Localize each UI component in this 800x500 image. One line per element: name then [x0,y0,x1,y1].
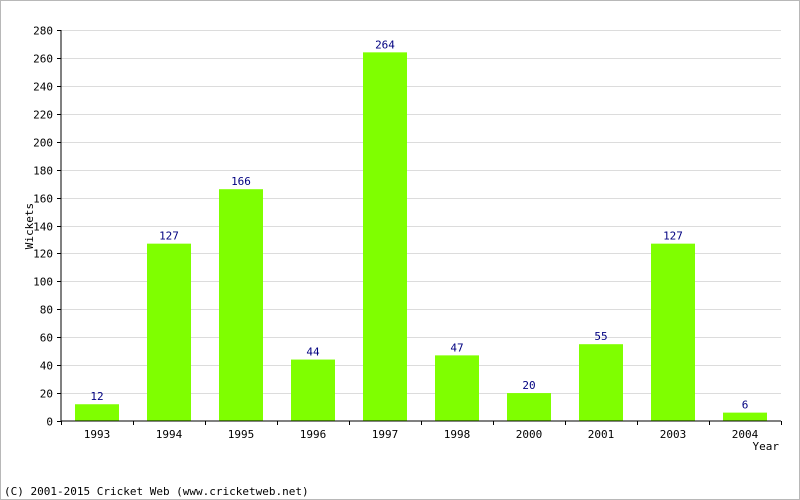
x-tick-label: 1993 [84,428,111,441]
bar-2004 [723,412,767,421]
y-ticks: 0 20 40 60 80 100 120 140 160 180 200 220 240 260 280 [33,25,61,429]
bar-1995 [219,189,263,421]
x-tick-label: 2000 [516,428,543,441]
y-tick-label: 220 [33,109,53,122]
data-label-1994: 127 [159,230,179,243]
x-tick-label: 1997 [372,428,399,441]
y-tick-label: 40 [40,360,53,373]
y-tick-label: 140 [33,221,53,234]
data-label-1997: 264 [375,38,395,51]
y-tick-label: 0 [46,416,53,429]
x-tick-label: 1994 [156,428,183,441]
data-label-1995: 166 [231,175,251,188]
bar-2001 [579,344,623,421]
data-label-1996: 44 [306,346,320,359]
data-label-1993: 12 [90,390,103,403]
y-tick-label: 240 [33,81,53,94]
bar-1996 [291,359,335,421]
bar-1997 [363,52,407,421]
value-labels: 12 127 166 44 264 47 20 55 127 6 [90,38,748,411]
x-tick-label: 1995 [228,428,255,441]
y-tick-label: 100 [33,276,53,289]
data-label-2003: 127 [663,230,683,243]
x-tick-label: 1996 [300,428,327,441]
bar-1994 [147,243,191,421]
y-tick-label: 120 [33,248,53,261]
copyright-footer: (C) 2001-2015 Cricket Web (www.cricketwe… [4,485,309,498]
x-axis-title: Year [753,440,780,453]
bar-1998 [435,355,479,421]
x-tick-label: 1998 [444,428,471,441]
y-tick-label: 280 [33,25,53,38]
bars [75,52,767,421]
y-tick-label: 20 [40,388,53,401]
data-label-1998: 47 [450,341,463,354]
y-tick-label: 180 [33,165,53,178]
data-label-2000: 20 [522,379,535,392]
x-tick-label: 2001 [588,428,615,441]
x-ticks: 1993 1994 1995 1996 1997 1998 2000 2001 2003 2004 [61,421,782,441]
y-tick-label: 80 [40,304,53,317]
data-label-2001: 55 [594,330,607,343]
y-tick-label: 200 [33,137,53,150]
y-axis-title: Wickets [23,203,36,249]
y-tick-label: 260 [33,53,53,66]
x-tick-label: 2004 [732,428,759,441]
bar-2003 [651,243,695,421]
bar-1993 [75,404,119,421]
y-tick-label: 60 [40,332,53,345]
data-label-2004: 6 [742,399,749,412]
y-tick-label: 160 [33,193,53,206]
x-tick-label: 2003 [660,428,687,441]
bar-2000 [507,393,551,421]
